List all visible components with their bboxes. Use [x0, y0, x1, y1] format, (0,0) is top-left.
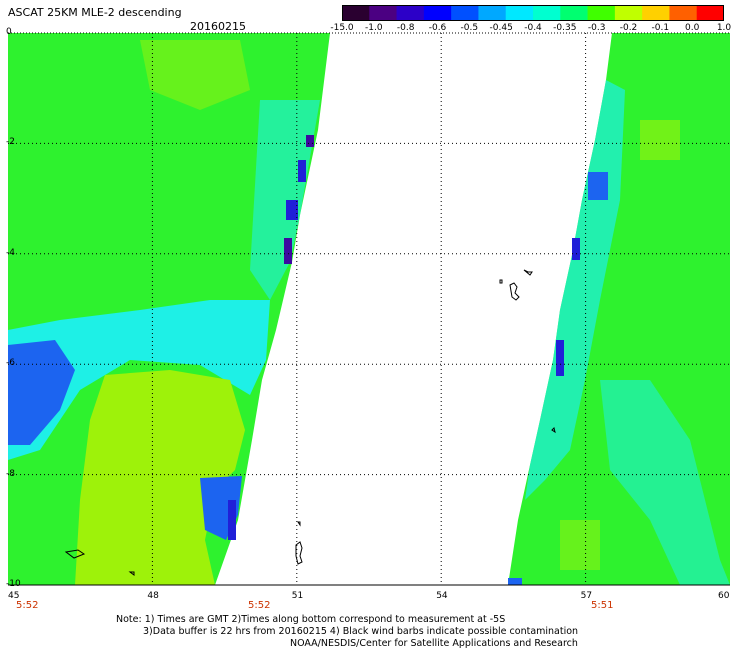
colorbar-tick-label: -15.0	[330, 23, 354, 33]
longitude-tick-label: 51	[291, 591, 304, 601]
colorbar-swatch	[342, 5, 370, 21]
colorbar-swatch	[642, 5, 670, 21]
colorbar-border	[342, 5, 724, 21]
latitude-tick-label: 0	[6, 27, 12, 37]
right-swath-lime-2	[560, 520, 600, 570]
colorbar-tick-label: -0.6	[428, 23, 447, 33]
colorbar-tick-label: -1.0	[365, 23, 383, 33]
colorbar-swatch	[505, 5, 534, 21]
note-line-2: 3)Data buffer is 22 hrs from 20160215 4)…	[143, 626, 579, 637]
colorbar-tick-label: -0.1	[651, 23, 670, 33]
colorbar-swatch	[614, 5, 643, 21]
colorbar-tick-label: -0.4	[524, 23, 542, 33]
latitude-tick-label: -4	[6, 247, 15, 258]
colorbar-swatch	[587, 5, 616, 21]
left-swath-cyan-band	[8, 300, 270, 460]
latitude-tick-label: -6	[6, 358, 15, 369]
swath-time-label: 5:52	[16, 600, 39, 611]
colorbar-tick-label: -0.2	[619, 23, 638, 33]
note-line-3: NOAA/NESDIS/Center for Satellite Applica…	[290, 638, 578, 649]
right-swath-lime	[640, 120, 680, 160]
latitude-tick-label: -2	[6, 137, 15, 148]
colorbar-swatch	[396, 5, 425, 21]
swath-time-label: 5:52	[248, 600, 271, 611]
left-swath-edge-purple-3	[284, 238, 292, 264]
right-swath-blue-1	[588, 172, 608, 200]
lat-lon-grid	[8, 33, 730, 585]
colorbar-swatch	[669, 5, 698, 21]
colorbar-labels: -15.0 -1.0 -0.8 -0.6 -0.5 -0.45 -0.4 -0.35 -0.3 -…	[330, 23, 732, 35]
colorbar-swatch	[478, 5, 507, 21]
left-swath-edge-purple-2	[298, 160, 306, 182]
left-swath-lime-region	[75, 370, 245, 585]
right-swath-blue-2	[572, 238, 580, 260]
longitude-tick-label: 54	[436, 591, 448, 601]
colorbar-swatch	[451, 5, 479, 21]
colorbar-swatch	[369, 5, 398, 21]
colorbar-tick-label: -0.45	[489, 23, 513, 33]
colorbar-tick-label: 1.0	[716, 23, 732, 33]
left-swath-edge-blue-1	[286, 200, 298, 220]
left-swath-bottom-darkblue	[228, 500, 236, 540]
colorbar-tick-label: -0.3	[587, 23, 606, 33]
colorbar-swatch	[560, 5, 589, 21]
note-line-1: Note: 1) Times are GMT 2)Times along bot…	[116, 614, 506, 625]
colorbar	[342, 5, 724, 21]
latitude-tick-label: -10	[6, 579, 21, 589]
left-swath-lime-top	[140, 40, 250, 110]
colorbar-tick-label: 0.0	[684, 23, 700, 33]
map-title: ASCAT 25KM MLE-2 descending	[8, 6, 182, 19]
longitude-tick-label: 60	[718, 591, 730, 601]
colorbar-tick-label: -0.35	[553, 23, 577, 33]
left-swath-blue-patch	[8, 340, 75, 445]
colorbar-swatch	[423, 5, 452, 21]
island-outlines	[64, 269, 556, 576]
longitude-tick-label: 45	[8, 591, 20, 601]
colorbar-swatch	[533, 5, 561, 21]
left-swath-edge-purple-1	[306, 135, 314, 147]
longitude-tick-label: 57	[580, 591, 593, 601]
right-swath-cyan-patch	[600, 380, 730, 585]
longitude-tick-label: 48	[147, 591, 159, 601]
left-swath-edge-cyan	[250, 100, 320, 300]
map-date: 20160215	[190, 20, 246, 33]
scatterometer-map	[8, 32, 730, 586]
colorbar-tick-label: -0.5	[460, 23, 479, 33]
swath-time-label: 5:51	[591, 600, 614, 611]
right-swath-blue-3	[556, 340, 564, 376]
colorbar-tick-label: -0.8	[396, 23, 415, 33]
colorbar-swatch	[696, 5, 724, 21]
latitude-tick-label: -8	[6, 468, 15, 479]
right-swath-blue-bottom	[508, 578, 522, 585]
